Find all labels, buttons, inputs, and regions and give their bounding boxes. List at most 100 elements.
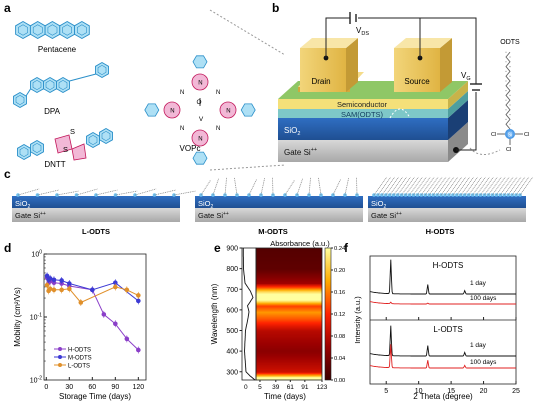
odts-chain [480, 176, 494, 196]
odts-chain [519, 176, 534, 196]
benzene-ring [17, 143, 31, 161]
heatmap-band [256, 271, 322, 274]
y-tick-label: 800 [226, 266, 238, 273]
odts-chain [389, 176, 403, 196]
atom-label-n: N [170, 109, 174, 115]
heatmap-band [256, 330, 322, 332]
odts-chain [448, 176, 463, 196]
legend-label: L-ODTS [68, 364, 90, 370]
heatmap-band [256, 343, 322, 346]
substrate-sio2-label: SiO2 [371, 199, 387, 210]
odts-carbon [509, 94, 511, 96]
heatmap-band [256, 349, 322, 351]
heatmap-band [256, 280, 322, 282]
heatmap-band [256, 266, 322, 269]
panel-f-letter: f [344, 241, 349, 255]
x-tick-label: 25 [512, 388, 520, 395]
heatmap-band [256, 266, 322, 268]
profile-frame [241, 247, 257, 381]
benzene-ring-inner [88, 134, 98, 146]
heatmap-band [256, 291, 322, 294]
heatmap-band [256, 354, 322, 356]
x-tick-label: 123 [317, 384, 328, 391]
atom-label-n: N [216, 90, 220, 96]
substrate-gate-layer [368, 208, 526, 222]
heatmap-band [256, 295, 322, 297]
xrd-pattern [369, 344, 516, 369]
heatmap-band [256, 347, 322, 349]
heatmap-band [256, 313, 322, 315]
colorbar-tick-label: 0.04 [334, 356, 346, 362]
heatmap-band [256, 335, 322, 337]
heatmap-band [256, 287, 322, 289]
heatmap-band [256, 328, 322, 331]
atom-label-s-top: S [70, 127, 75, 136]
y-axis-label: Intensity (a.u.) [353, 296, 362, 344]
colorbar-tick-label: 0.24 [334, 246, 346, 252]
heatmap-band [256, 306, 322, 308]
odts-chain [515, 176, 530, 196]
heatmap-band [256, 261, 322, 263]
gate-side-face [448, 122, 468, 162]
dpa-structure [13, 61, 109, 109]
heatmap-band [256, 301, 322, 303]
heatmap-band [256, 288, 322, 290]
heatmap-band [256, 260, 322, 262]
heatmap-band [256, 367, 322, 369]
data-point-m-odts [47, 276, 53, 281]
colorbar-tick-label: 0.20 [334, 268, 345, 274]
odts-chain [381, 176, 396, 196]
heatmap-band [256, 281, 322, 283]
y-tick-label: 600 [226, 307, 238, 314]
colorbar-tick-label: 0.08 [334, 334, 345, 340]
heatmap-band [256, 373, 322, 375]
x-tick-label: 90 [111, 384, 119, 391]
heatmap-band [256, 257, 322, 259]
panel-a-letter: a [4, 1, 11, 15]
heatmap-band [256, 292, 322, 294]
chart-mobility: 0 30 60 90 120 100 10-1 10-2 Storage Time (days)… [13, 250, 147, 401]
heatmap-band [256, 323, 322, 325]
legend-marker [58, 355, 62, 359]
substrate-label-l-odts: L-ODTS [82, 227, 110, 236]
colorbar-tick-label: 0.00 [334, 378, 345, 384]
heatmap-band [256, 256, 322, 258]
odts-chain [417, 176, 431, 196]
benzene-ring [56, 76, 70, 94]
data-point-l-odts [44, 282, 50, 288]
x-tick-label: 39 [272, 384, 280, 391]
odts-chain [484, 176, 498, 196]
heatmap-band [256, 337, 322, 340]
heatmap-band [256, 267, 322, 270]
panel-b-letter: b [272, 1, 279, 15]
heatmap-band [256, 334, 322, 336]
odts-carbon [509, 66, 511, 68]
atom-label-n: N [198, 137, 202, 143]
odts-chain [507, 176, 522, 196]
benzene-ring [30, 76, 44, 94]
heatmap-band [256, 322, 322, 324]
y-tick-label: 900 [226, 246, 238, 253]
x-axis-label: 2 Theta (degree) [413, 392, 473, 401]
data-point-m-odts [59, 278, 64, 283]
data-point-l-odts [59, 287, 64, 293]
heatmap-band [256, 376, 322, 379]
odts-cl-right: Cl [524, 132, 529, 138]
odts-chain [373, 176, 388, 196]
heatmap-band [256, 290, 322, 292]
heatmap-band [256, 248, 322, 251]
heatmap-band [256, 340, 322, 342]
odts-chain [492, 176, 506, 196]
odts-chain [173, 190, 196, 196]
heatmap-band [256, 262, 322, 265]
odts-chain [503, 176, 518, 196]
odts-carbon [509, 56, 511, 58]
gate-label: Gate Si++ [284, 147, 317, 157]
heatmap-band [256, 252, 322, 255]
odts-chain [401, 176, 415, 196]
odts-chain [413, 176, 427, 196]
odts-carbon [509, 85, 511, 87]
heatmap-band [256, 344, 322, 346]
substrate-gate-label: Gate Si++ [371, 211, 402, 220]
atom-label-n: N [216, 126, 220, 132]
